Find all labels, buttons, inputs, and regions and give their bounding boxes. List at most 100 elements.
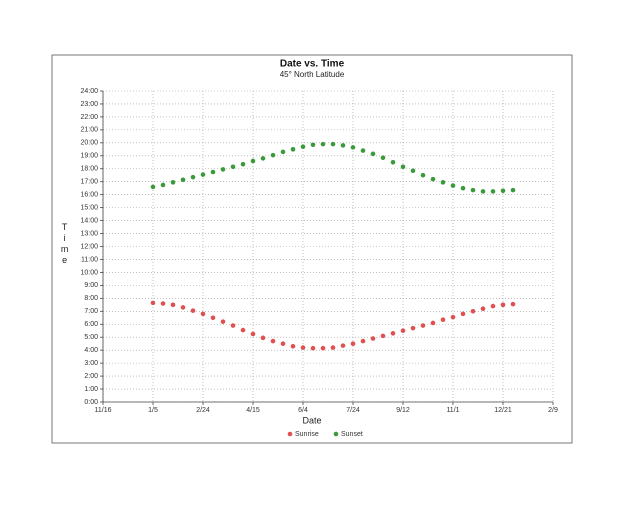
data-point bbox=[410, 325, 416, 331]
data-point bbox=[340, 343, 346, 348]
data-point bbox=[430, 176, 436, 182]
x-tick-label: 9/12 bbox=[396, 407, 410, 414]
data-point bbox=[150, 300, 156, 306]
y-tick-label: 5:00 bbox=[84, 334, 98, 341]
data-point bbox=[300, 144, 306, 150]
y-tick-label: 18:00 bbox=[80, 166, 98, 173]
x-tick-label: 11/1 bbox=[446, 407, 459, 414]
y-tick-label: 4:00 bbox=[84, 347, 98, 354]
y-tick-label: 23:00 bbox=[80, 101, 98, 108]
y-tick-label: 22:00 bbox=[80, 114, 98, 121]
data-point bbox=[320, 141, 326, 147]
data-point bbox=[500, 188, 506, 194]
data-point bbox=[250, 331, 256, 337]
data-point bbox=[380, 155, 386, 161]
data-point bbox=[210, 169, 216, 175]
data-point bbox=[150, 184, 156, 190]
y-tick-label: 20:00 bbox=[80, 140, 98, 147]
data-point bbox=[260, 335, 266, 341]
y-tick-label: 9:00 bbox=[84, 282, 98, 289]
x-tick-label: 7/24 bbox=[346, 407, 360, 414]
data-point bbox=[200, 311, 206, 317]
chart-title: Date vs. Time bbox=[280, 59, 345, 70]
y-tick-label: 14:00 bbox=[80, 217, 98, 224]
y-tick-label: 15:00 bbox=[80, 204, 98, 211]
data-point bbox=[180, 177, 186, 183]
data-point bbox=[370, 151, 376, 157]
legend-label: Sunrise bbox=[295, 431, 319, 438]
data-point bbox=[170, 302, 176, 308]
data-point bbox=[510, 187, 516, 193]
data-point bbox=[200, 172, 206, 177]
x-tick-label: 4/15 bbox=[246, 407, 260, 414]
data-point bbox=[440, 180, 446, 185]
data-point bbox=[470, 308, 476, 314]
y-tick-label: 1:00 bbox=[84, 386, 98, 393]
data-point bbox=[380, 333, 386, 339]
data-point bbox=[490, 303, 496, 309]
data-point bbox=[460, 311, 466, 317]
y-tick-label: 21:00 bbox=[80, 127, 98, 134]
y-tick-label: 11:00 bbox=[81, 256, 98, 263]
data-point bbox=[450, 183, 456, 188]
data-point bbox=[340, 143, 346, 148]
data-point bbox=[280, 149, 286, 155]
data-point bbox=[300, 345, 306, 350]
data-point bbox=[510, 301, 516, 307]
chart-frame bbox=[51, 54, 573, 444]
y-tick-label: 3:00 bbox=[84, 360, 98, 367]
data-point bbox=[270, 338, 276, 344]
data-point bbox=[260, 156, 266, 161]
data-point bbox=[480, 306, 486, 312]
data-point bbox=[360, 148, 366, 153]
data-point bbox=[170, 180, 176, 185]
legend-label: Sunset bbox=[341, 431, 363, 438]
data-point bbox=[160, 301, 166, 306]
y-tick-label: 7:00 bbox=[84, 308, 98, 315]
y-tick-label: 8:00 bbox=[84, 295, 98, 302]
data-point bbox=[470, 187, 476, 193]
data-point bbox=[460, 185, 466, 191]
x-tick-label: 1/5 bbox=[148, 407, 158, 414]
data-point bbox=[420, 323, 426, 328]
data-point bbox=[220, 167, 226, 172]
chart-subtitle: 45° North Latitude bbox=[280, 70, 345, 79]
legend-swatch bbox=[287, 431, 293, 437]
data-point bbox=[400, 328, 406, 334]
y-tick-label: 17:00 bbox=[80, 179, 98, 186]
y-tick-label: 0:00 bbox=[84, 399, 98, 406]
y-tick-label: 24:00 bbox=[80, 88, 98, 95]
data-point bbox=[270, 152, 276, 158]
data-point bbox=[370, 336, 376, 341]
data-point bbox=[240, 327, 246, 333]
data-point bbox=[420, 172, 426, 178]
data-point bbox=[400, 164, 406, 170]
data-point bbox=[310, 142, 316, 148]
data-point bbox=[220, 319, 226, 324]
data-point bbox=[500, 302, 506, 308]
data-point bbox=[410, 168, 416, 173]
data-point bbox=[290, 147, 296, 152]
data-point bbox=[390, 331, 396, 336]
data-point bbox=[230, 164, 236, 170]
x-tick-label: 6/4 bbox=[298, 407, 308, 414]
data-point bbox=[360, 338, 366, 344]
data-point bbox=[240, 161, 246, 167]
data-point bbox=[160, 182, 166, 188]
data-point bbox=[250, 158, 256, 164]
data-point bbox=[290, 343, 296, 349]
data-point bbox=[190, 308, 196, 313]
x-axis-label: Date bbox=[302, 415, 321, 425]
data-point bbox=[440, 317, 446, 323]
data-point bbox=[230, 323, 236, 328]
data-point bbox=[330, 345, 336, 350]
data-point bbox=[350, 145, 356, 150]
y-axis-label: Time bbox=[60, 222, 70, 266]
data-point bbox=[280, 341, 286, 346]
data-point bbox=[490, 189, 496, 194]
y-tick-label: 2:00 bbox=[84, 373, 98, 380]
data-point bbox=[210, 315, 216, 321]
data-point bbox=[450, 314, 456, 320]
data-point bbox=[390, 159, 396, 165]
